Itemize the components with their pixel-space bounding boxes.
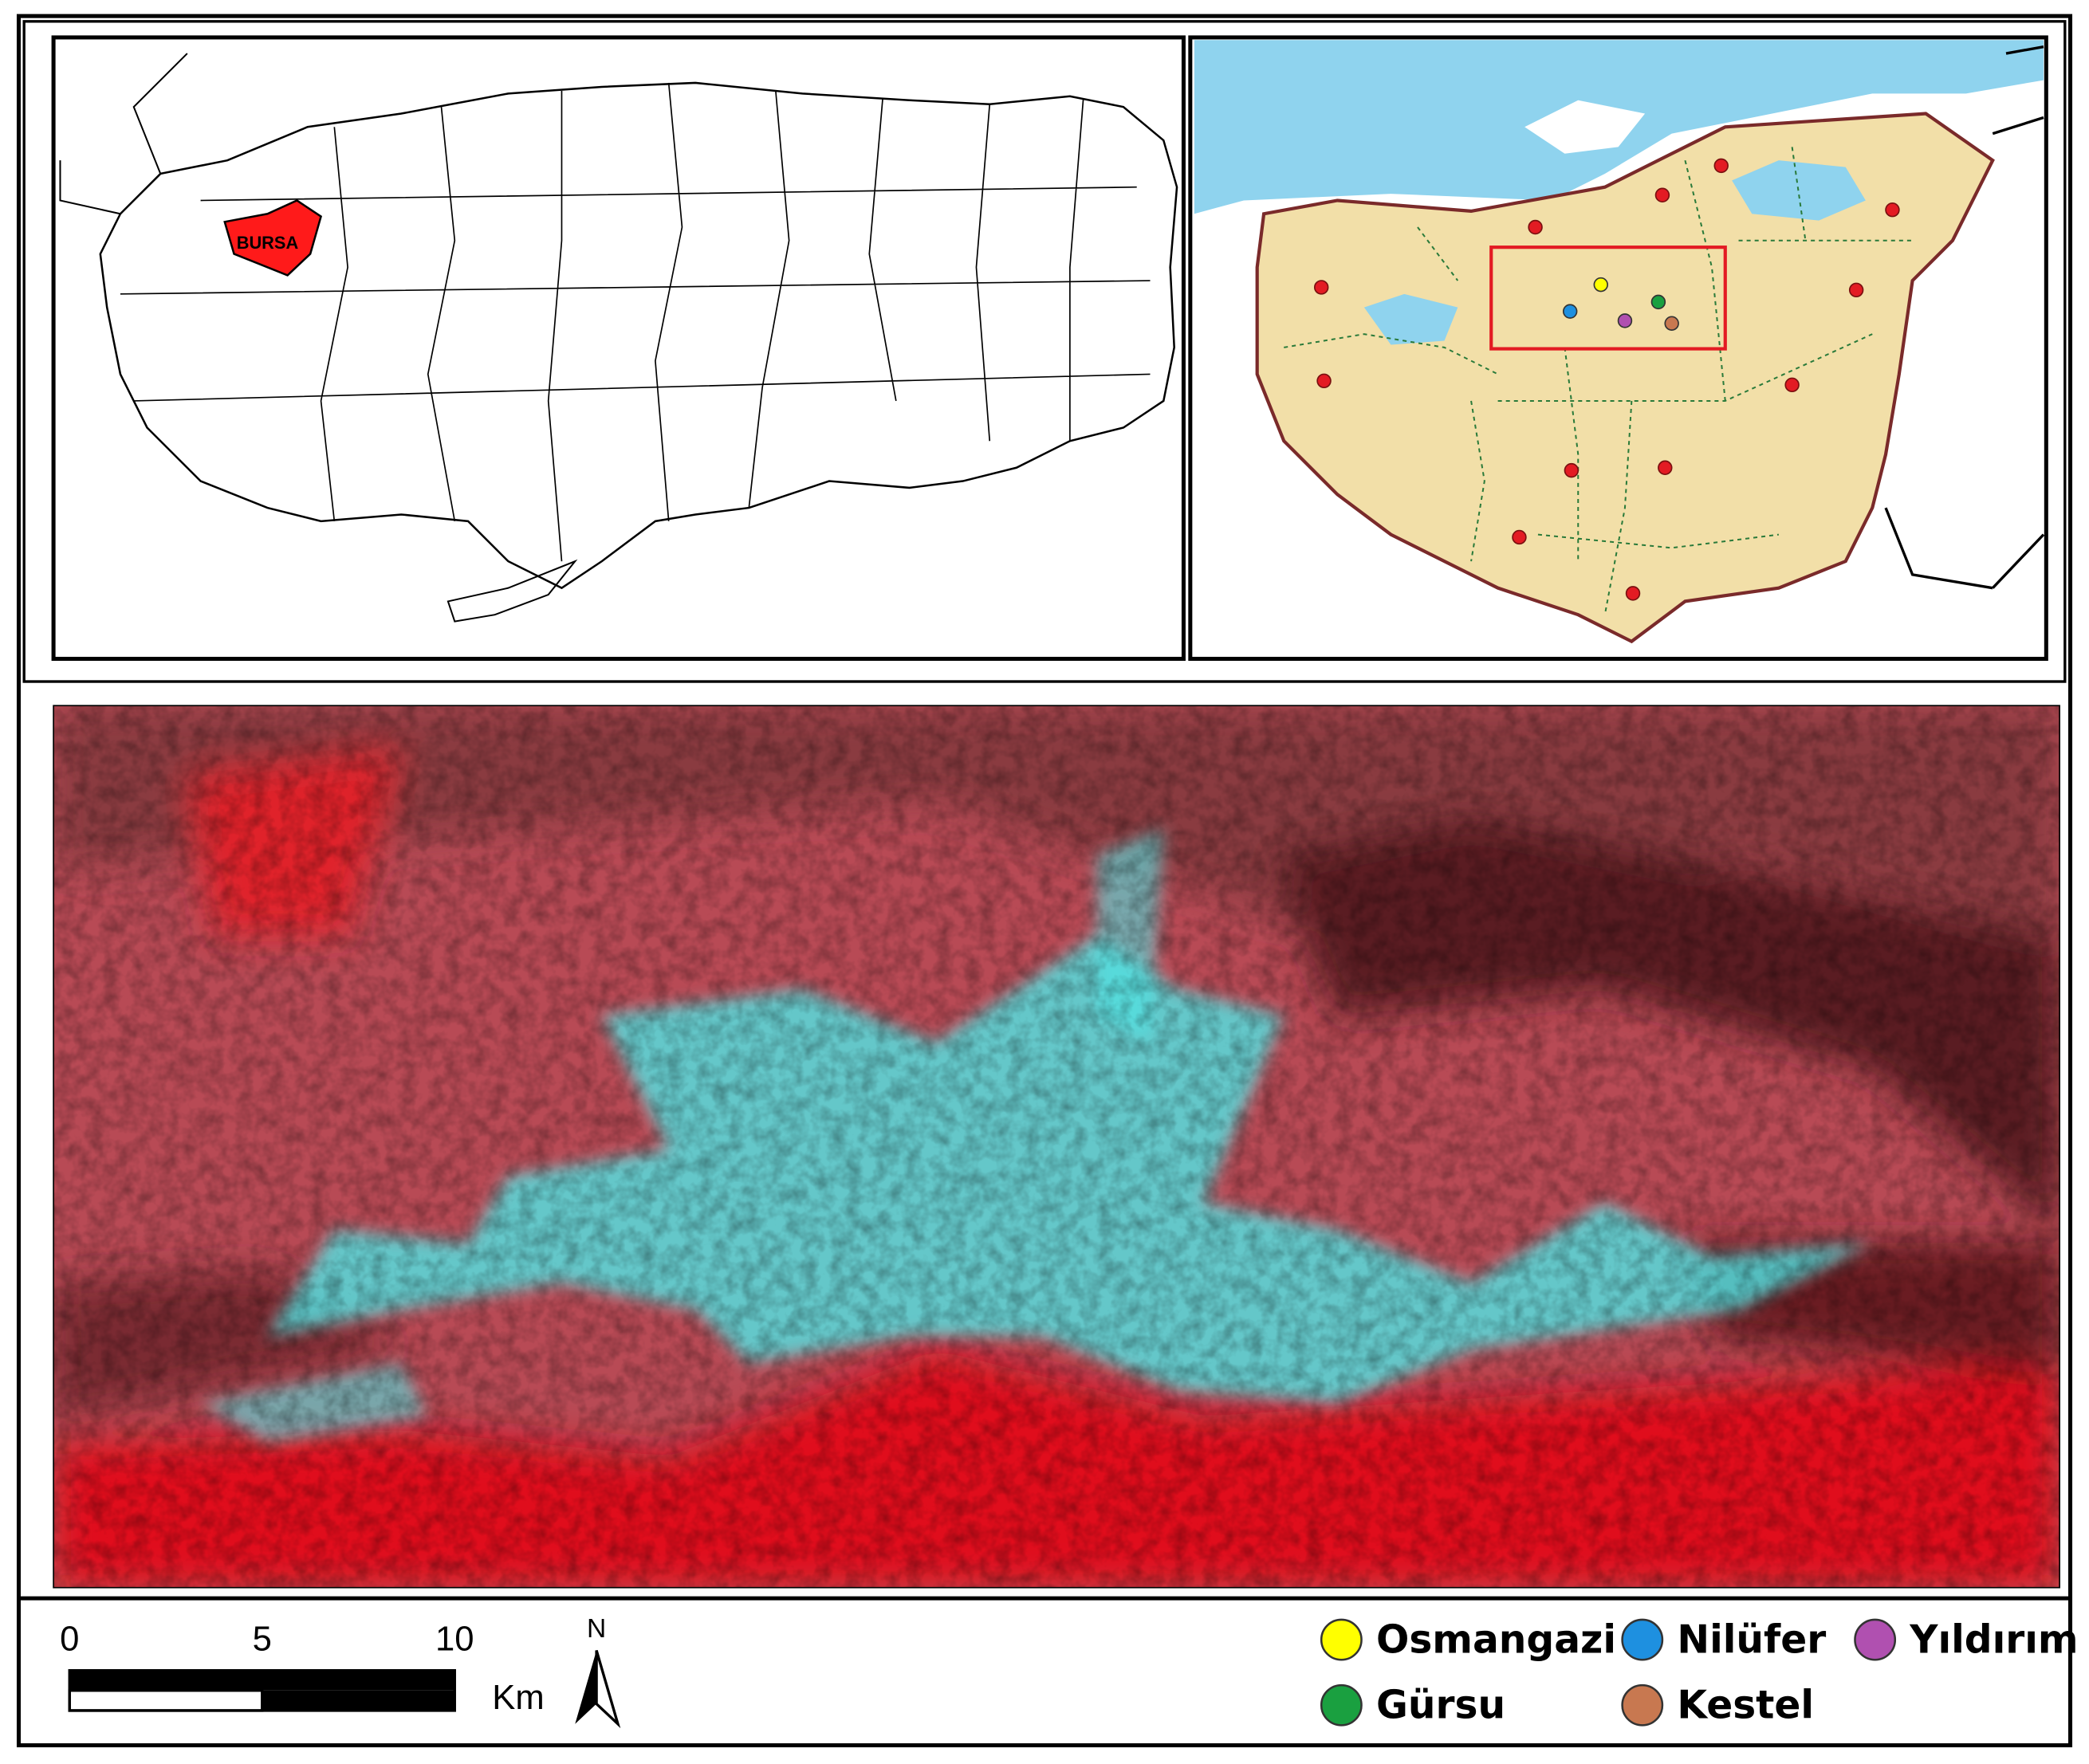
legend: Osmangazi Nilüfer Yıldırım Gürsu Kestel [1320,1617,2079,1728]
province-map [1188,35,2048,662]
district-center [1650,294,1666,310]
bursa-label: BURSA [237,233,299,253]
district-center [1593,277,1608,293]
scale-tick-label: 5 [253,1620,272,1658]
scale-tick-label: 0 [60,1620,79,1658]
bursa-region [223,199,323,277]
legend-label: Gürsu [1376,1683,1505,1728]
district-center [1664,316,1679,331]
district-center [1562,304,1578,319]
satellite-image [53,705,2060,1589]
legend-swatch [1854,1618,1897,1661]
scale-unit: Km [492,1679,544,1717]
scale-tick-label: 10 [435,1620,474,1658]
study-area-box [1489,246,1727,351]
legend-swatch [1320,1683,1363,1727]
outer-frame [16,14,2073,1748]
district-dots [1313,158,1900,601]
turkey-map: BURSA [51,35,1186,662]
legend-label: Kestel [1677,1683,1814,1728]
top-frame [22,20,2067,683]
legend-label: Osmangazi [1376,1617,1616,1662]
north-arrow: N [575,1614,621,1729]
legend-swatch [1621,1618,1664,1661]
legend-label: Yıldırım [1909,1617,2078,1662]
district-center [1617,313,1633,328]
north-label: N [587,1614,606,1644]
scale-bar: Km 0 5 10 [60,1620,545,1717]
legend-label: Nilüfer [1677,1617,1826,1662]
legend-swatch [1621,1683,1664,1727]
legend-swatch [1320,1618,1363,1661]
